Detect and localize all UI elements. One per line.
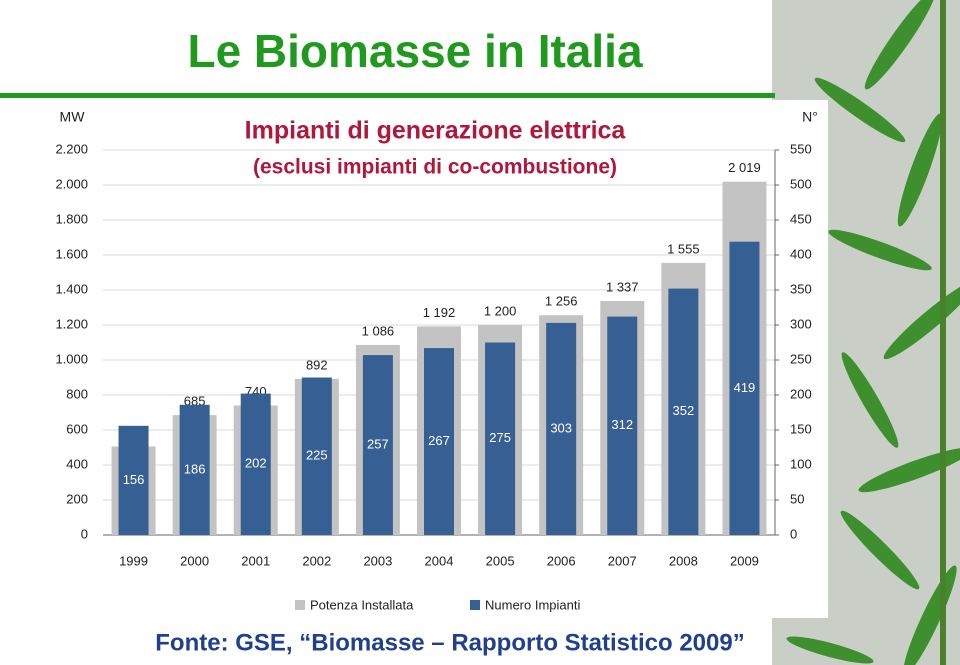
y-tick-label: 0 bbox=[81, 526, 88, 541]
y2-tick-label: 100 bbox=[790, 456, 812, 471]
bar bbox=[240, 393, 271, 535]
bar bbox=[729, 241, 760, 535]
y2-tick-label: 50 bbox=[790, 491, 804, 506]
x-tick-label: 2003 bbox=[363, 553, 392, 568]
bar bbox=[607, 316, 638, 535]
title-rule bbox=[0, 93, 775, 98]
data-label: 186 bbox=[184, 461, 206, 476]
x-tick-label: 2004 bbox=[425, 553, 454, 568]
y-tick-label: 600 bbox=[66, 421, 88, 436]
y2-tick-label: 200 bbox=[790, 386, 812, 401]
bar bbox=[668, 288, 699, 535]
y-tick-label: 1.200 bbox=[55, 316, 88, 331]
data-label: 202 bbox=[245, 456, 267, 471]
data-label: 1 086 bbox=[362, 323, 395, 338]
y-tick-label: 1.800 bbox=[55, 211, 88, 226]
data-label: 892 bbox=[306, 357, 328, 372]
y-tick-label: 1.000 bbox=[55, 351, 88, 366]
data-label: 1 555 bbox=[667, 241, 700, 256]
data-label: 225 bbox=[306, 448, 328, 463]
data-label: 1 192 bbox=[423, 305, 456, 320]
plot: 0 200 400 600 800 1.000 1.200 1.400 1.600 1.800 2.… bbox=[55, 141, 811, 612]
y2-tick-label: 400 bbox=[790, 246, 812, 261]
x-tick-label: 2001 bbox=[241, 553, 270, 568]
x-tick-label: 2007 bbox=[608, 553, 637, 568]
data-label: 352 bbox=[673, 403, 695, 418]
bar bbox=[424, 348, 454, 535]
legend-label: Potenza Installata bbox=[310, 597, 414, 612]
slide-title: Le Biomasse in Italia bbox=[187, 25, 642, 77]
bar bbox=[546, 322, 577, 535]
y2-tick-label: 300 bbox=[790, 316, 812, 331]
y-tick-label: 2.200 bbox=[55, 141, 88, 156]
data-label: 156 bbox=[123, 472, 145, 487]
data-label: 312 bbox=[611, 417, 633, 432]
legend-label: Numero Impianti bbox=[485, 597, 580, 612]
y2-tick-label: 450 bbox=[790, 211, 812, 226]
y2-tick-label: 500 bbox=[790, 176, 812, 191]
x-tick-label: 2000 bbox=[180, 553, 209, 568]
x-tick-label: 2009 bbox=[730, 553, 759, 568]
data-label: 419 bbox=[734, 380, 756, 395]
bar bbox=[301, 377, 332, 535]
y-tick-label: 200 bbox=[66, 491, 88, 506]
y2-axis-label: N° bbox=[802, 109, 818, 125]
y2-tick-label: 0 bbox=[790, 526, 797, 541]
bar bbox=[485, 342, 516, 535]
y2-tick-label: 550 bbox=[790, 141, 812, 156]
data-label: 1 337 bbox=[606, 279, 639, 294]
legend-swatch bbox=[295, 600, 305, 610]
data-label: 1 200 bbox=[484, 303, 517, 318]
data-label: 303 bbox=[550, 420, 572, 435]
bar bbox=[118, 425, 149, 535]
data-label: 2 019 bbox=[728, 160, 761, 175]
x-tick-label: 2005 bbox=[486, 553, 515, 568]
y2-tick-label: 250 bbox=[790, 351, 812, 366]
y-tick-label: 2.000 bbox=[55, 176, 88, 191]
data-label: 1 256 bbox=[545, 294, 578, 309]
legend-swatch bbox=[470, 600, 480, 610]
chart-subtitle: (esclusi impianti di co-combustione) bbox=[253, 156, 617, 179]
y-tick-label: 400 bbox=[66, 456, 88, 471]
y-axis-label: MW bbox=[60, 109, 86, 125]
y2-tick-label: 150 bbox=[790, 421, 812, 436]
y-tick-label: 800 bbox=[66, 386, 88, 401]
y-tick-label: 1.600 bbox=[55, 246, 88, 261]
data-label: 257 bbox=[367, 436, 389, 451]
data-label: 267 bbox=[428, 433, 450, 448]
y-tick-label: 1.400 bbox=[55, 281, 88, 296]
x-tick-label: 2002 bbox=[302, 553, 331, 568]
chart-title: Impianti di generazione elettrica bbox=[245, 117, 627, 145]
x-tick-label: 1999 bbox=[119, 553, 148, 568]
y2-tick-label: 350 bbox=[790, 281, 812, 296]
bar bbox=[362, 355, 393, 535]
bar bbox=[179, 404, 210, 535]
source-note: Fonte: GSE, “Biomasse – Rapporto Statist… bbox=[155, 629, 744, 656]
data-label: 275 bbox=[489, 430, 511, 445]
x-tick-label: 2006 bbox=[547, 553, 576, 568]
x-tick-label: 2008 bbox=[669, 553, 698, 568]
